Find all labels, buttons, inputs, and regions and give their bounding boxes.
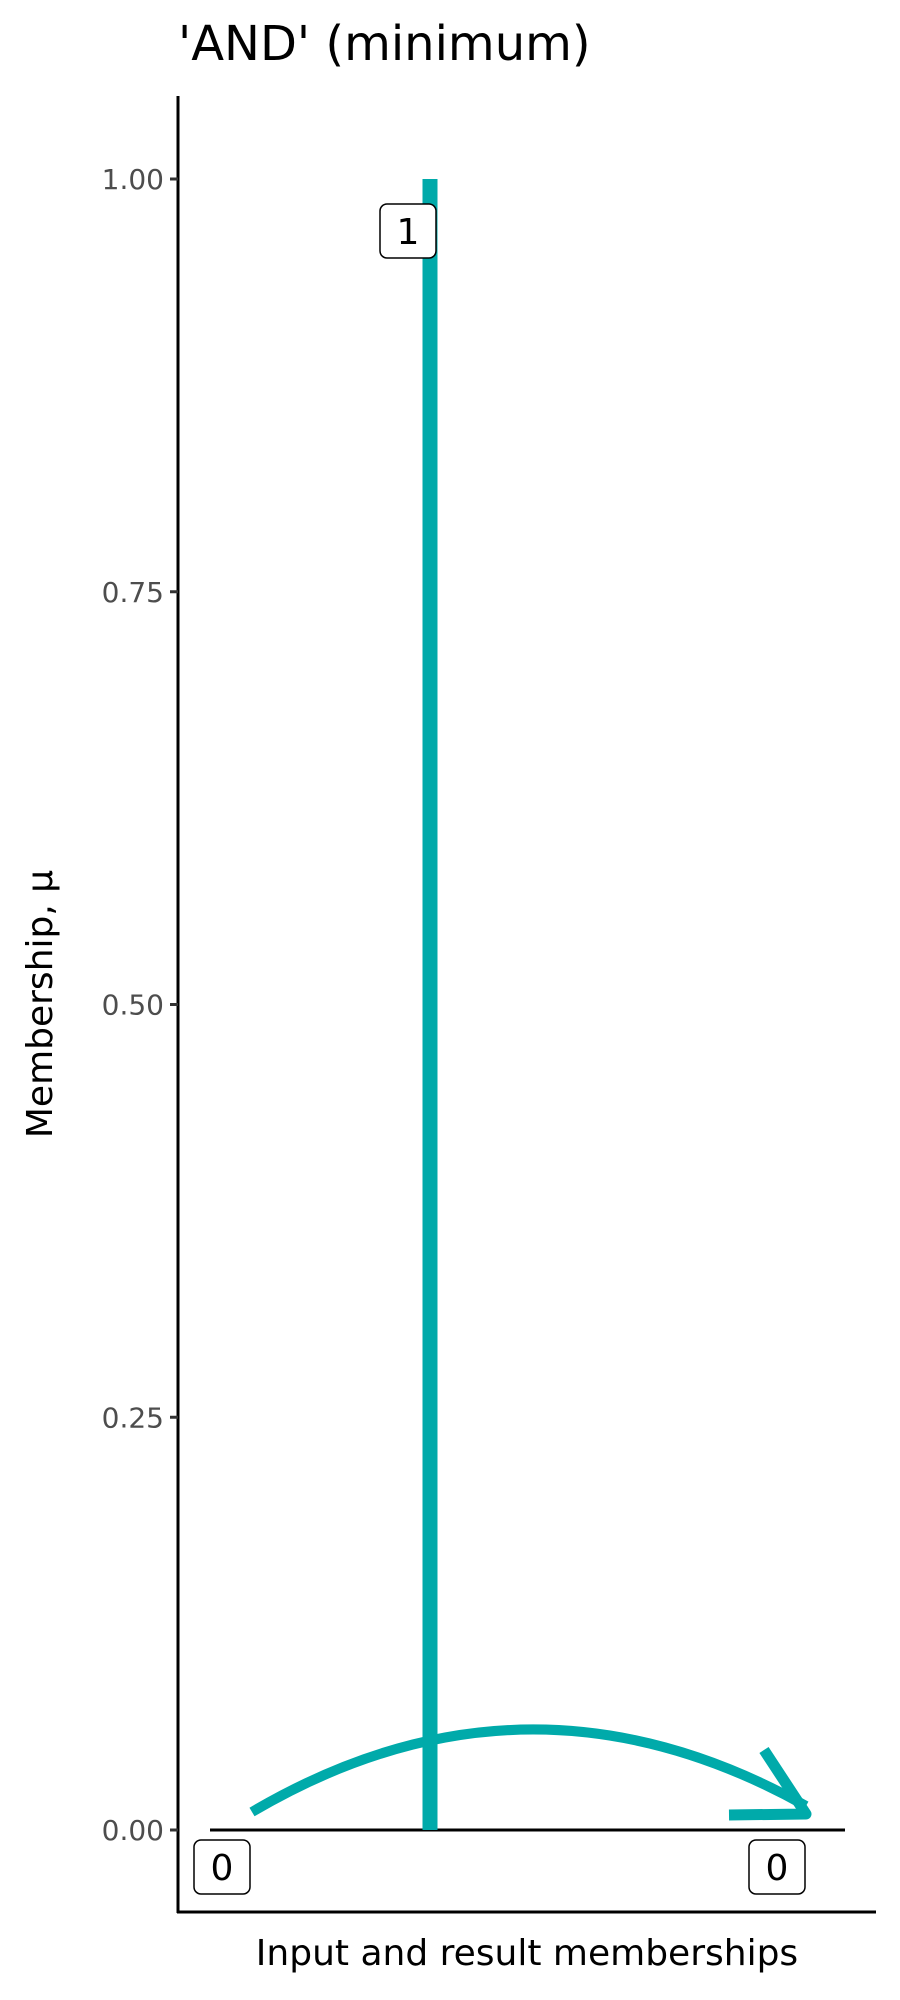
result-label: 0 — [748, 1839, 806, 1895]
y-tick-label: 0.50 — [102, 989, 164, 1022]
svg-text:1: 1 — [397, 212, 420, 253]
y-tick-label: 0.00 — [102, 1814, 164, 1847]
y-axis-label: Membership, μ — [20, 870, 61, 1138]
input-label-1: 1 — [379, 203, 437, 259]
arrow-head — [728, 1746, 812, 1821]
svg-text:0: 0 — [211, 1848, 234, 1889]
y-tick-label: 1.00 — [102, 163, 164, 196]
input-label-0: 0 — [193, 1839, 251, 1895]
y-tick-label: 0.25 — [102, 1401, 164, 1434]
x-axis-label: Input and result memberships — [256, 1933, 798, 1974]
y-tick-label: 0.75 — [102, 576, 164, 609]
result-arrow — [249, 1724, 809, 1817]
svg-text:0: 0 — [766, 1848, 789, 1889]
chart-title: 'AND' (minimum) — [178, 16, 591, 72]
